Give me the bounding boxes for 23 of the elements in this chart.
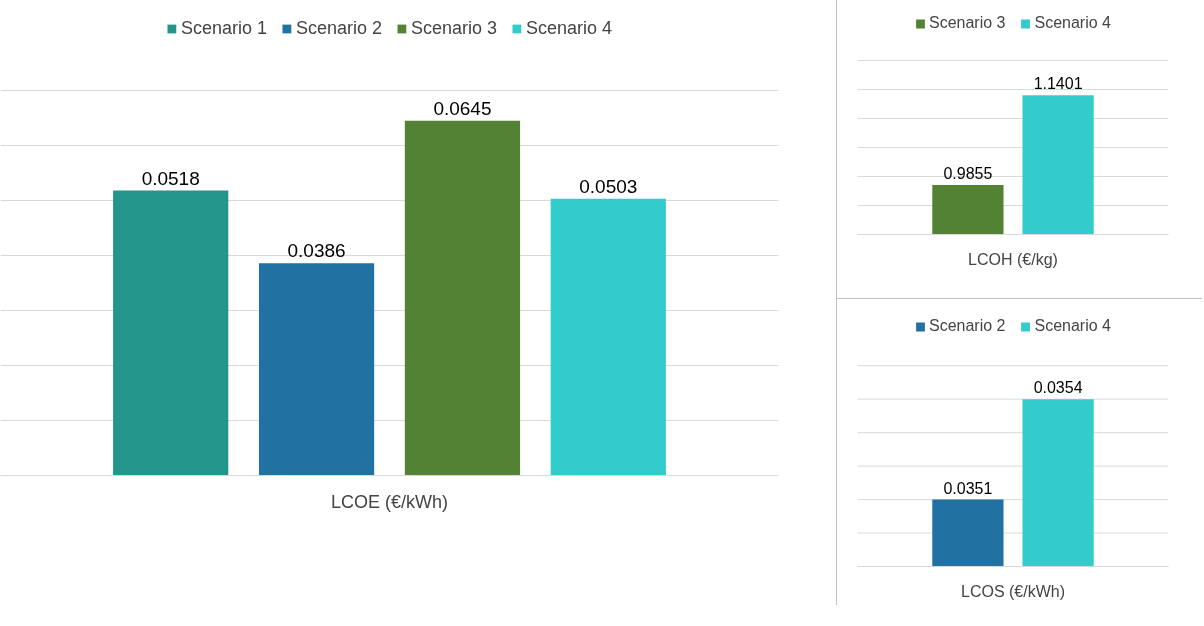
- legend-label: Scenario 4: [1034, 14, 1111, 32]
- data-label: 0.0351: [943, 479, 993, 497]
- bar: [258, 263, 375, 476]
- bar: [550, 198, 666, 476]
- data-label: 0.0503: [579, 175, 638, 197]
- legend-label: Scenario 3: [929, 14, 1006, 32]
- legend-label: Scenario 4: [526, 18, 613, 39]
- legend-label: Scenario 4: [1034, 317, 1111, 335]
- legend-label: Scenario 3: [411, 18, 498, 39]
- data-label: 0.0354: [1033, 379, 1083, 397]
- data-label: 0.0386: [287, 240, 346, 262]
- legend-label: Scenario 1: [180, 18, 267, 39]
- data-label: 0.0645: [433, 97, 492, 119]
- data-label: 0.9855: [943, 164, 993, 182]
- data-label: 0.0518: [141, 167, 200, 189]
- data-label: 1.1401: [1033, 75, 1083, 93]
- x-axis-title: LCOS (€/kWh): [960, 582, 1066, 600]
- legend-label: Scenario 2: [295, 18, 382, 39]
- legend-label: Scenario 2: [929, 317, 1006, 335]
- x-axis-title: LCOE (€/kWh): [330, 491, 449, 512]
- bar: [404, 120, 521, 476]
- x-axis-title: LCOH (€/kg): [968, 250, 1058, 268]
- bar: [113, 190, 229, 476]
